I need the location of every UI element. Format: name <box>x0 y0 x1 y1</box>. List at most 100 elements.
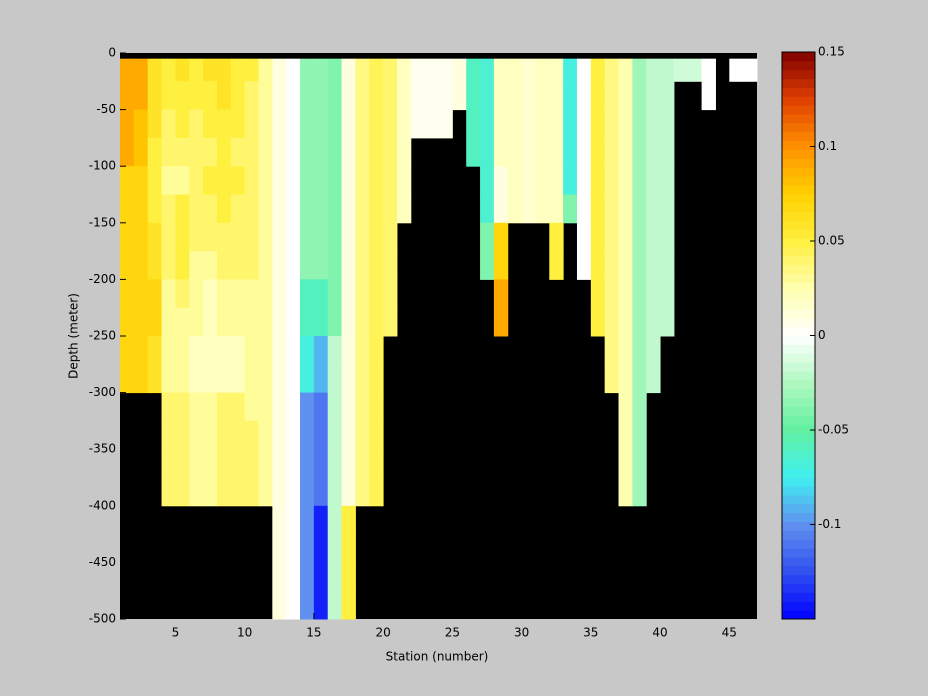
colorbar-swatch <box>782 406 815 416</box>
heat-cell <box>216 194 232 224</box>
heat-cell <box>244 279 259 309</box>
heat-cell <box>632 81 647 111</box>
heat-cell <box>216 279 232 309</box>
heat-cell <box>120 364 135 394</box>
heat-cell <box>327 336 343 365</box>
heat-cell <box>327 392 343 422</box>
heat-cell <box>230 392 246 422</box>
colorbar-swatch <box>782 184 815 195</box>
heat-cell <box>383 307 398 337</box>
heat-cell <box>576 251 592 280</box>
heat-cell <box>549 58 564 82</box>
y-tick-label: -300 <box>89 385 116 399</box>
heat-cell <box>590 137 606 167</box>
heat-cell <box>175 194 190 224</box>
heat-cell <box>341 392 356 422</box>
colorbar-swatch <box>782 432 815 443</box>
heat-cell <box>438 109 453 139</box>
heat-cell <box>216 420 232 450</box>
heat-cell <box>576 222 592 252</box>
heat-cell <box>549 137 564 167</box>
heat-cell <box>300 166 315 195</box>
heat-cell <box>327 364 343 394</box>
heat-cell <box>355 81 370 111</box>
heat-cell <box>493 279 509 309</box>
heat-cell <box>369 166 384 195</box>
heat-cell <box>133 307 149 337</box>
heat-cell <box>355 109 370 139</box>
colorbar-swatch <box>782 530 815 540</box>
heat-cell <box>493 166 509 195</box>
y-tick-label: -50 <box>96 102 116 116</box>
heat-cell <box>300 392 315 422</box>
heat-cell <box>341 534 356 563</box>
heat-cell <box>313 279 329 309</box>
heat-cell <box>244 58 259 82</box>
heat-cell <box>618 336 633 365</box>
heat-cell <box>383 222 398 252</box>
heat-cell <box>632 477 647 507</box>
heat-cell <box>355 420 370 450</box>
heat-cell <box>646 58 661 82</box>
heat-cell <box>369 336 384 365</box>
heat-cell <box>632 222 647 252</box>
heat-cell <box>632 336 647 365</box>
colorbar-swatch <box>782 388 815 399</box>
heat-cell <box>618 420 633 450</box>
heat-cell <box>272 590 287 620</box>
heat-cell <box>133 194 149 224</box>
heat-cell <box>216 449 232 478</box>
heat-cell <box>161 364 176 394</box>
heat-cell <box>355 307 370 337</box>
heat-cell <box>300 137 315 167</box>
heat-cell <box>632 279 647 309</box>
heat-cell <box>203 307 218 337</box>
heat-cell <box>618 58 633 82</box>
heat-cell <box>313 109 329 139</box>
x-tick-label: 10 <box>237 626 252 640</box>
heat-cell <box>189 279 204 309</box>
heat-cell <box>576 58 592 82</box>
heat-cell <box>175 336 190 365</box>
heat-cell <box>355 279 370 309</box>
colorbar-swatch <box>782 539 815 549</box>
heat-cell <box>258 392 273 422</box>
heat-cell <box>493 251 509 280</box>
heat-cell <box>175 58 190 82</box>
heat-cell <box>493 109 509 139</box>
heat-cell <box>286 477 301 507</box>
heat-cell <box>203 222 218 252</box>
heat-cell <box>701 58 716 82</box>
heat-cell <box>535 194 550 224</box>
heat-cell <box>230 449 246 478</box>
heat-cell <box>632 307 647 337</box>
heat-cell <box>549 222 564 252</box>
heat-cell <box>521 166 536 195</box>
heat-cell <box>272 477 287 507</box>
heat-cell <box>216 222 232 252</box>
heat-cell <box>300 420 315 450</box>
heat-cell <box>230 166 246 195</box>
heat-cell <box>244 307 259 337</box>
heat-cell <box>175 364 190 394</box>
heat-cell <box>646 279 661 309</box>
colorbar-swatch <box>782 459 815 469</box>
colorbar-swatch <box>782 494 815 505</box>
heat-cell <box>535 137 550 167</box>
heat-cell <box>230 251 246 280</box>
heat-cell <box>341 307 356 337</box>
heat-cell <box>341 137 356 167</box>
heat-cell <box>701 81 716 111</box>
heat-cell <box>369 392 384 422</box>
heat-cell <box>327 562 343 592</box>
heat-cell <box>618 137 633 167</box>
heat-cell <box>327 137 343 167</box>
y-tick-label: -400 <box>89 498 116 512</box>
colorbar-swatch <box>782 176 815 186</box>
colorbar-swatch <box>782 610 815 620</box>
heat-cell <box>175 420 190 450</box>
y-tick-label: -500 <box>89 612 116 626</box>
heat-cell <box>576 81 592 111</box>
colorbar-swatch <box>782 565 815 576</box>
colorbar-swatch <box>782 468 815 478</box>
